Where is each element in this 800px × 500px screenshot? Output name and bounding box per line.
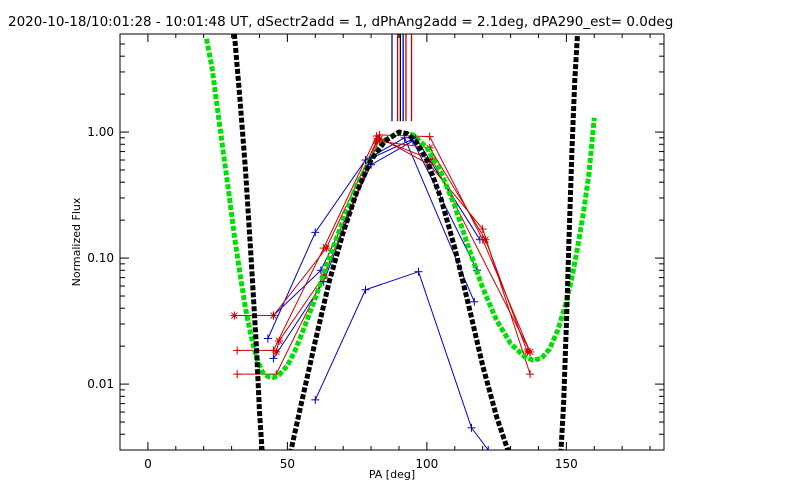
chart-title: 2020-10-18/10:01:28 - 10:01:48 UT, dSect… xyxy=(8,14,673,30)
model-curve-1 xyxy=(231,34,265,450)
data-point-5-0 xyxy=(233,370,242,379)
data-point-4-0 xyxy=(233,346,242,355)
data-point-2-3 xyxy=(467,423,476,432)
data-point-7-0 xyxy=(272,347,281,356)
data-point-6-0 xyxy=(230,311,239,320)
data-point-7-5 xyxy=(526,347,535,356)
data-point-3-0 xyxy=(269,354,278,363)
vertical-lines-layer xyxy=(391,34,413,122)
y-tick-label-2: 1.00 xyxy=(87,125,114,139)
model-curve-0 xyxy=(204,38,597,380)
data-point-2-2 xyxy=(414,267,423,276)
data-point-4-6 xyxy=(526,370,535,379)
data-point-0-0 xyxy=(263,334,272,343)
model-curves-layer xyxy=(204,34,597,450)
data-point-2-0 xyxy=(311,395,320,404)
x-tick-label-2: 100 xyxy=(415,457,438,471)
data-point-0-4 xyxy=(470,297,479,306)
y-axis-label: Normalized Flux xyxy=(70,197,83,286)
data-point-7-1 xyxy=(275,336,284,345)
x-axis-label: PA [deg] xyxy=(369,468,415,481)
data-point-6-1 xyxy=(269,311,278,320)
data-point-5-4 xyxy=(425,132,434,141)
model-curve-2 xyxy=(288,129,511,450)
data-point-4-5 xyxy=(478,225,487,234)
series-line-6 xyxy=(234,140,528,353)
data-point-2-4 xyxy=(484,446,493,450)
model-curve-3 xyxy=(558,34,580,450)
data-point-6-2 xyxy=(322,244,331,253)
x-tick-label-3: 150 xyxy=(555,457,578,471)
y-tick-label-0: 0.01 xyxy=(87,377,114,391)
data-point-2-1 xyxy=(361,285,370,294)
data-point-0-1 xyxy=(311,228,320,237)
series-line-2 xyxy=(314,271,489,450)
y-tick-label-1: 0.10 xyxy=(87,251,114,265)
markers-layer xyxy=(230,130,535,450)
x-tick-label-0: 0 xyxy=(144,457,152,471)
series-line-7 xyxy=(275,138,531,353)
ticks-layer: 0 50 100 150 0.01 0.10 1.00 xyxy=(87,33,664,471)
data-point-6-5 xyxy=(481,235,490,244)
x-tick-label-1: 50 xyxy=(280,457,295,471)
plot-frame xyxy=(119,33,665,451)
